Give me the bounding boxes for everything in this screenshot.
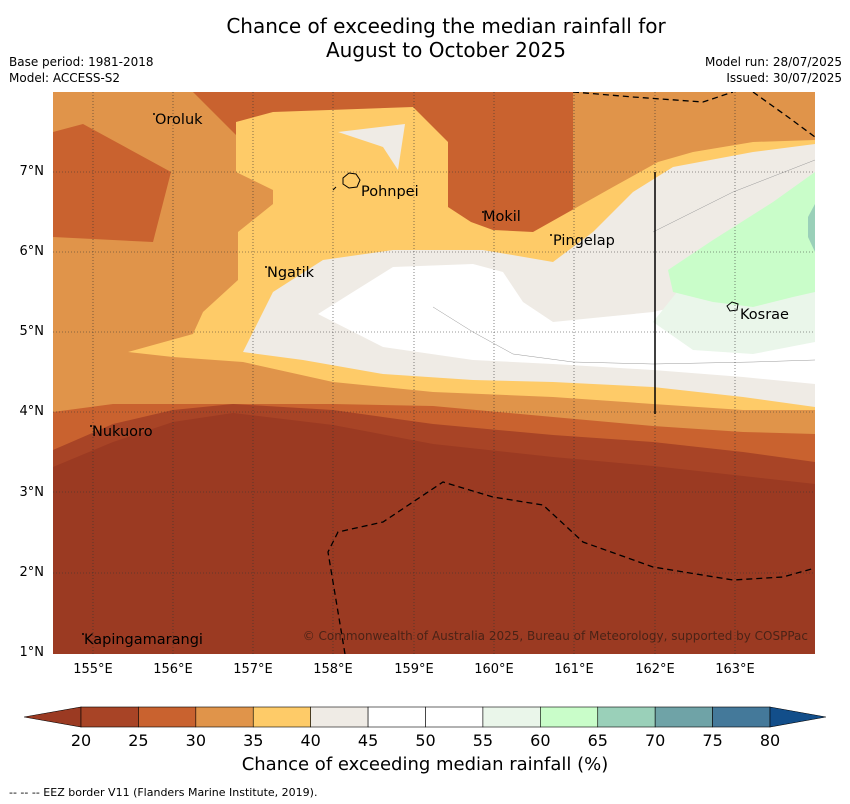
pohnpei-island: [342, 172, 361, 189]
lon-label-160e: 160°E: [474, 662, 514, 677]
colorbar-tick-label: 30: [185, 731, 206, 750]
issued-date: Issued: 30/07/2025: [726, 71, 842, 85]
band-65-70: [808, 204, 815, 252]
colorbar-tick-label: 20: [70, 731, 92, 750]
rainfall-map: [53, 92, 815, 654]
place-marker: [153, 113, 155, 115]
map-title-line1: Chance of exceeding the median rainfall …: [226, 14, 666, 38]
colorbar-tick-label: 40: [300, 731, 321, 750]
band-60-65: [668, 172, 815, 307]
map-title-line2: August to October 2025: [325, 38, 567, 62]
colorbar-segment: [252, 706, 311, 728]
place-marker: [482, 211, 484, 213]
colorbar-under-arrow: [24, 706, 82, 728]
colorbar: [24, 706, 826, 728]
lon-label-158e: 158°E: [313, 662, 353, 677]
place-oroluk: Oroluk: [155, 112, 203, 128]
meta-left: Base period: 1981-2018 Model: ACCESS-S2: [9, 54, 154, 86]
model-run: Model run: 28/07/2025: [704, 55, 842, 69]
place-mokil: Mokil: [483, 209, 521, 225]
meta-right: Model run: 28/07/2025 Issued: 30/07/2025: [705, 54, 842, 86]
lon-label-157e: 157°E: [233, 662, 273, 677]
lat-label-4n: 4°N: [19, 404, 45, 419]
place-marker: [550, 234, 552, 236]
lon-label-163e: 163°E: [715, 662, 755, 677]
band-45-55: [318, 264, 815, 384]
colorbar-segment: [195, 706, 254, 728]
colorbar-tick-label: 75: [702, 731, 723, 750]
lat-label-5n: 5°N: [19, 324, 45, 339]
colorbar-label: Chance of exceeding median rainfall (%): [241, 754, 609, 775]
colorbar-segment: [712, 706, 771, 728]
colorbar-tick-label: 60: [530, 731, 551, 750]
lon-label-156e: 156°E: [153, 662, 193, 677]
place-ngatik: Ngatik: [267, 265, 315, 281]
base-period: Base period: 1981-2018: [9, 55, 154, 69]
colorbar-tick-label: 35: [243, 731, 264, 750]
colorbar-segment: [80, 706, 139, 728]
lon-label-161e: 161°E: [554, 662, 594, 677]
map-title: Chance of exceeding the median rainfall …: [0, 14, 850, 62]
place-pohnpei: Pohnpei: [361, 184, 419, 200]
model-name: Model: ACCESS-S2: [9, 71, 121, 85]
lon-label-159e: 159°E: [394, 662, 434, 677]
colorbar-segment: [138, 706, 197, 728]
colorbar-segment: [367, 706, 426, 728]
colorbar-segment: [482, 706, 541, 728]
lat-label-1n: 1°N: [19, 645, 45, 660]
lat-label-2n: 2°N: [19, 565, 45, 580]
colorbar-segment: [654, 706, 713, 728]
rainfall-contours: [53, 92, 815, 654]
colorbar-segments: [80, 706, 771, 728]
place-nukuoro: Nukuoro: [92, 424, 153, 440]
colorbar-tick-label: 55: [472, 731, 494, 750]
colorbar-segment: [597, 706, 656, 728]
place-pingelap: Pingelap: [553, 233, 615, 249]
colorbar-tick-label: 50: [415, 731, 436, 750]
colorbar-segment: [310, 706, 369, 728]
lon-label-162e: 162°E: [635, 662, 675, 677]
copyright-notice: © Commonwealth of Australia 2025, Bureau…: [302, 629, 808, 643]
pohnpei-ant-atoll: [332, 186, 337, 191]
eez-footnote: -- -- -- EEZ border V11 (Flanders Marine…: [9, 786, 318, 799]
colorbar-over-arrow: [769, 706, 826, 728]
colorbar-tick-label: 45: [357, 731, 379, 750]
colorbar-segment: [425, 706, 484, 728]
colorbar-tick-label: 25: [128, 731, 149, 750]
lon-label-155e: 155°E: [73, 662, 113, 677]
eez-border: [327, 92, 815, 654]
lat-label-6n: 6°N: [19, 244, 45, 259]
lat-label-7n: 7°N: [19, 164, 45, 179]
place-marker: [82, 633, 84, 635]
place-marker: [265, 266, 267, 268]
colorbar-tick-label: 70: [644, 731, 666, 750]
place-marker: [90, 425, 92, 427]
colorbar-segment: [540, 706, 599, 728]
colorbar-tick-label: 65: [587, 731, 608, 750]
lat-label-3n: 3°N: [19, 485, 45, 500]
place-kosrae: Kosrae: [740, 307, 789, 323]
contour-line: [652, 159, 815, 233]
kosrae-island: [726, 301, 739, 312]
place-kapingamarangi: Kapingamarangi: [84, 632, 203, 648]
colorbar-tick-label: 80: [759, 731, 781, 750]
